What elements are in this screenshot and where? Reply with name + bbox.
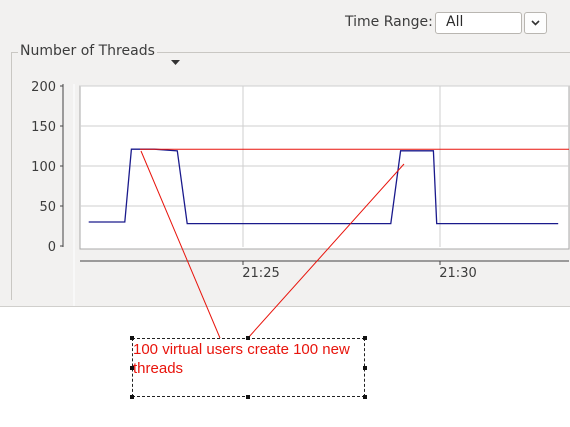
- y-tick-label: 50: [39, 200, 56, 215]
- chart-group-title: Number of Threads: [18, 43, 157, 59]
- chevron-down-icon: [531, 20, 540, 26]
- callout-line-right: [247, 163, 405, 339]
- resize-handle-bottom-middle[interactable]: [246, 395, 250, 399]
- resize-handle-top-right[interactable]: [363, 336, 367, 340]
- resize-handle-middle-right[interactable]: [363, 366, 367, 370]
- resize-handle-bottom-right[interactable]: [363, 395, 367, 399]
- callout-line-left: [140, 150, 221, 339]
- resize-handle-middle-left[interactable]: [130, 366, 134, 370]
- chart-group-border: [11, 52, 570, 300]
- annotation-text: 100 virtual users create 100 new threads: [133, 341, 350, 377]
- y-tick-label: 150: [31, 120, 56, 135]
- y-tick-label: 200: [31, 80, 56, 95]
- x-tick-label: 21:30: [439, 266, 476, 281]
- resize-handle-bottom-left[interactable]: [130, 395, 134, 399]
- time-range-select[interactable]: All: [435, 12, 522, 34]
- y-tick-label: 0: [48, 240, 56, 255]
- time-range-dropdown-button[interactable]: [524, 12, 547, 34]
- time-range-label: Time Range:: [345, 14, 433, 30]
- y-tick-label: 100: [31, 160, 56, 175]
- chart-menu-button[interactable]: [171, 51, 181, 70]
- resize-handle-top-middle[interactable]: [246, 336, 250, 340]
- x-tick-label: 21:25: [242, 266, 279, 281]
- plot-area: [79, 85, 570, 250]
- thread-count-line: [88, 148, 559, 225]
- triangle-down-icon: [171, 60, 180, 65]
- resize-handle-top-left[interactable]: [130, 336, 134, 340]
